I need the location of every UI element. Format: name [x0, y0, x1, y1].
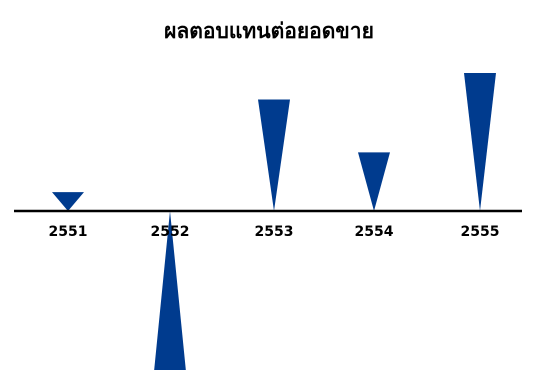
bar-2551: [52, 192, 84, 211]
x-tick-label-2553: 2553: [255, 224, 294, 240]
bar-2555: [464, 73, 496, 211]
bar-2553: [258, 99, 290, 211]
bar-group: [52, 73, 496, 370]
x-tick-label-2555: 2555: [461, 224, 500, 240]
bar-2554: [358, 152, 390, 211]
chart-title: ผลตอบแทนต่อยอดขาย: [164, 19, 374, 43]
x-tick-label-2552: 2552: [151, 224, 190, 240]
x-tick-labels: 2551 2552 2553 2554 2555: [49, 224, 500, 240]
x-tick-label-2551: 2551: [49, 224, 88, 240]
x-tick-label-2554: 2554: [355, 224, 394, 240]
bar-2552: [154, 211, 186, 370]
